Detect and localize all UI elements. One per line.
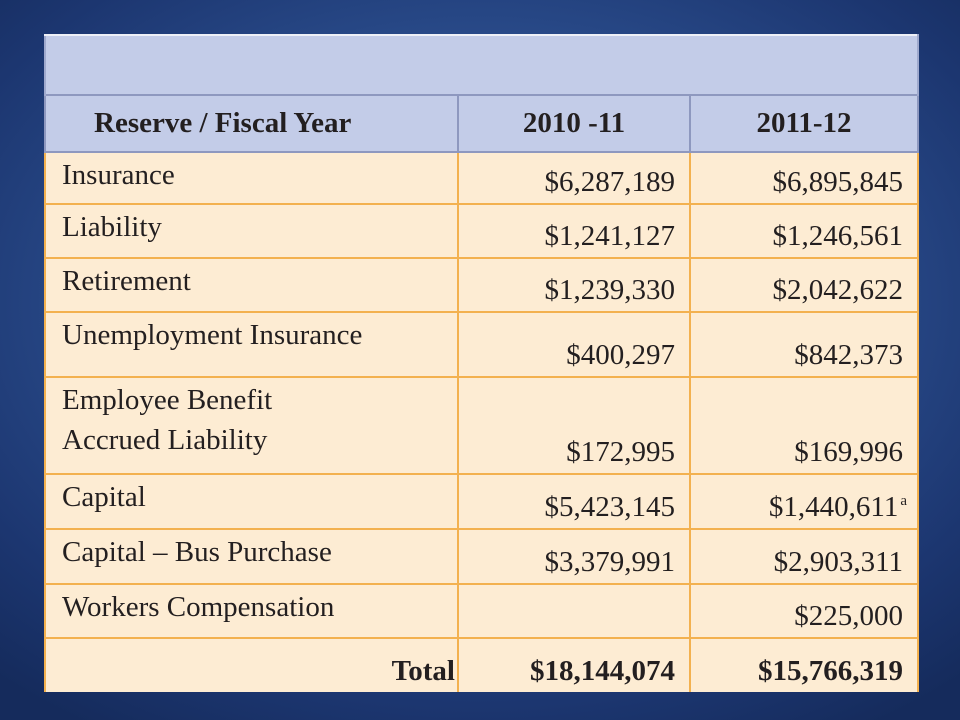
column-header-fy2010-11: 2010 -11 <box>457 94 691 153</box>
row-value-fy2010-11: $3,379,991 <box>457 528 691 585</box>
row-value-fy2010-11: $1,239,330 <box>457 257 691 313</box>
table-row: Workers Compensation $225,000 <box>44 583 920 639</box>
column-header-reserve: Reserve / Fiscal Year <box>44 94 459 153</box>
table-header-row: Reserve / Fiscal Year 2010 -11 2011-12 <box>44 94 920 153</box>
row-label: Capital – Bus Purchase <box>44 528 459 585</box>
row-value-fy2011-12: $1,246,561 <box>688 203 920 259</box>
row-value-fy2010-11 <box>457 583 691 639</box>
table-row: Unemployment Insurance $400,297 $842,373 <box>44 311 920 378</box>
table-row: Liability $1,241,127 $1,246,561 <box>44 203 920 259</box>
footnote-marker: a <box>900 493 908 510</box>
table-row: Insurance $6,287,189 $6,895,845 <box>44 151 920 205</box>
table-banner <box>43 34 920 95</box>
total-fy2010-11: $18,144,074 <box>457 637 691 692</box>
reserves-table: Reserve / Fiscal Year 2010 -11 2011-12 I… <box>43 34 920 692</box>
row-value-fy2011-12: $2,042,622 <box>688 257 920 313</box>
row-label: Employee Benefit Accrued Liability <box>44 376 459 475</box>
table-row: Employee Benefit Accrued Liability $172,… <box>44 376 920 475</box>
capital-amount: $1,440,611 <box>768 491 899 523</box>
total-label: Total <box>44 637 459 692</box>
table-row: Capital $5,423,145 $1,440,611 a <box>44 473 920 530</box>
row-value-fy2011-12: $6,895,845 <box>688 151 920 205</box>
table-banner-row <box>43 34 920 95</box>
total-fy2011-12: $15,766,319 <box>688 637 920 692</box>
reserves-table-frame: Reserve / Fiscal Year 2010 -11 2011-12 I… <box>43 34 920 692</box>
row-value-fy2010-11: $6,287,189 <box>457 151 691 205</box>
row-value-fy2010-11: $400,297 <box>457 311 691 378</box>
row-label: Retirement <box>44 257 459 313</box>
column-header-fy2011-12: 2011-12 <box>688 94 920 153</box>
row-value-fy2010-11: $5,423,145 <box>457 473 691 530</box>
row-value-fy2011-12: $842,373 <box>688 311 920 378</box>
row-label-line-1: Employee Benefit <box>62 384 273 416</box>
row-value-fy2011-12: $2,903,311 <box>688 528 920 585</box>
row-label: Liability <box>44 203 459 259</box>
row-label: Unemployment Insurance <box>44 311 459 378</box>
table-row: Retirement $1,239,330 $2,042,622 <box>44 257 920 313</box>
table-row: Capital – Bus Purchase $3,379,991 $2,903… <box>44 528 920 585</box>
row-value-fy2011-12: $225,000 <box>688 583 920 639</box>
row-value-fy2011-12: $169,996 <box>688 376 920 475</box>
row-label-line-2: Accrued Liability <box>62 424 268 456</box>
row-value-fy2010-11: $1,241,127 <box>457 203 691 259</box>
row-label: Workers Compensation <box>44 583 459 639</box>
row-value-fy2011-12: $1,440,611 a <box>688 473 920 530</box>
row-label: Insurance <box>44 151 459 205</box>
row-label: Capital <box>44 473 459 530</box>
total-row: Total $18,144,074 $15,766,319 <box>44 637 920 692</box>
row-value-fy2010-11: $172,995 <box>457 376 691 475</box>
